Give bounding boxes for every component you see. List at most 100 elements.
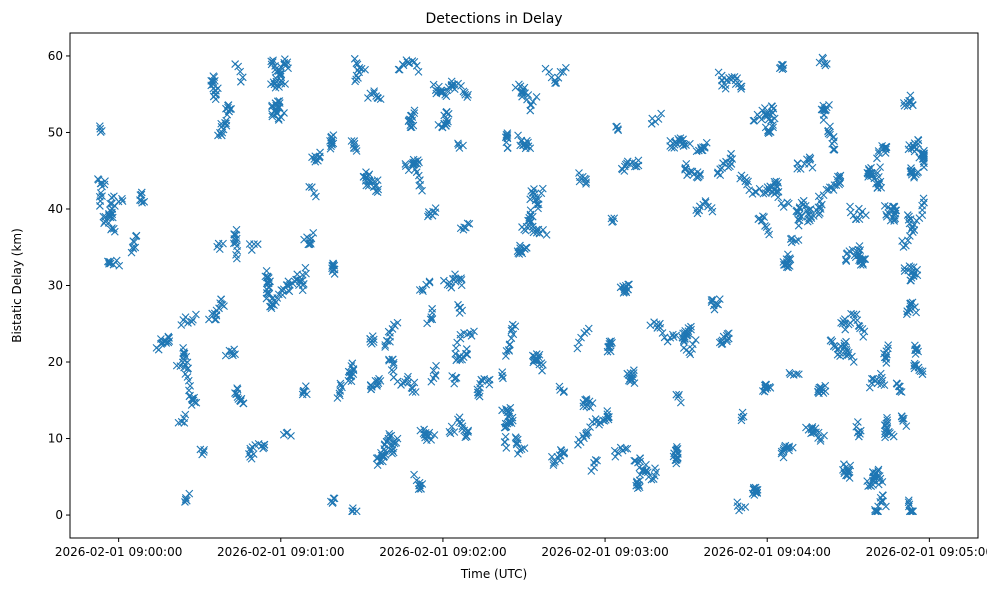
data-point — [390, 439, 399, 448]
data-point — [795, 203, 804, 211]
data-point — [403, 375, 412, 384]
data-point — [232, 225, 241, 234]
data-point — [275, 97, 284, 105]
data-point — [679, 336, 688, 345]
data-point — [821, 61, 830, 70]
data-point — [108, 208, 116, 217]
data-point — [502, 130, 511, 139]
data-point — [913, 265, 921, 274]
data-point — [761, 222, 769, 230]
data-point — [819, 54, 828, 63]
data-point — [362, 168, 370, 176]
data-point — [763, 183, 772, 192]
data-point — [826, 122, 834, 131]
data-point — [180, 352, 188, 361]
data-point — [335, 389, 344, 398]
data-point — [387, 431, 396, 440]
data-point — [352, 144, 360, 153]
data-point — [767, 102, 776, 111]
data-point — [507, 419, 516, 428]
data-point — [573, 344, 582, 353]
data-point — [287, 431, 295, 440]
data-point — [845, 474, 854, 482]
data-point — [796, 165, 805, 173]
data-point — [380, 441, 389, 450]
data-point — [268, 294, 277, 302]
data-point — [635, 483, 644, 492]
data-point — [374, 185, 383, 194]
data-point — [809, 212, 818, 220]
data-point — [654, 115, 663, 123]
data-point — [403, 58, 412, 67]
data-point — [511, 322, 520, 331]
data-point — [101, 177, 109, 185]
data-point — [411, 388, 420, 396]
data-point — [897, 388, 906, 396]
data-point — [107, 225, 115, 234]
data-point — [373, 461, 382, 470]
data-point — [432, 361, 440, 370]
data-point — [610, 214, 619, 223]
data-point — [613, 125, 622, 134]
data-point — [675, 390, 683, 399]
data-point — [507, 334, 516, 343]
data-point — [316, 148, 324, 157]
data-point — [907, 507, 916, 516]
data-point — [853, 418, 862, 426]
data-point — [226, 105, 234, 114]
data-point — [473, 388, 482, 397]
data-point — [451, 374, 459, 383]
data-point — [760, 213, 769, 222]
data-point — [330, 494, 339, 503]
data-point — [518, 92, 526, 101]
data-point — [538, 184, 547, 193]
data-point — [575, 177, 584, 186]
data-point — [398, 378, 407, 387]
data-point — [642, 460, 650, 469]
data-point — [484, 376, 492, 385]
data-point — [755, 184, 764, 193]
data-point — [281, 80, 290, 88]
data-point — [347, 362, 356, 370]
data-point — [545, 68, 554, 76]
data-point — [110, 192, 118, 201]
data-point — [898, 414, 907, 423]
data-point — [549, 461, 558, 469]
data-point — [393, 434, 402, 443]
data-point — [352, 147, 361, 155]
data-point — [138, 198, 146, 207]
data-point — [859, 333, 868, 341]
data-point — [593, 456, 601, 465]
data-point — [376, 95, 385, 104]
data-points — [94, 53, 928, 516]
data-point — [786, 255, 795, 264]
data-point — [309, 228, 318, 237]
data-point — [554, 73, 563, 82]
data-point — [186, 381, 195, 390]
data-point — [836, 352, 844, 360]
data-point — [812, 428, 820, 437]
data-point — [209, 84, 218, 93]
data-point — [424, 431, 433, 440]
data-point — [829, 342, 838, 351]
data-point — [442, 119, 451, 127]
data-point — [916, 367, 925, 376]
data-point — [436, 88, 445, 97]
data-point — [624, 285, 632, 294]
data-point — [454, 300, 462, 309]
data-point — [676, 398, 685, 407]
y-tick-label: 50 — [48, 125, 63, 139]
data-point — [456, 330, 465, 339]
data-point — [406, 115, 414, 124]
data-point — [794, 221, 803, 230]
data-point — [364, 94, 372, 102]
data-point — [901, 241, 910, 250]
data-point — [429, 207, 437, 216]
data-point — [537, 189, 546, 198]
data-point — [222, 119, 230, 128]
data-point — [407, 123, 416, 132]
data-point — [636, 454, 645, 463]
data-point — [623, 444, 632, 453]
data-point — [95, 122, 104, 131]
